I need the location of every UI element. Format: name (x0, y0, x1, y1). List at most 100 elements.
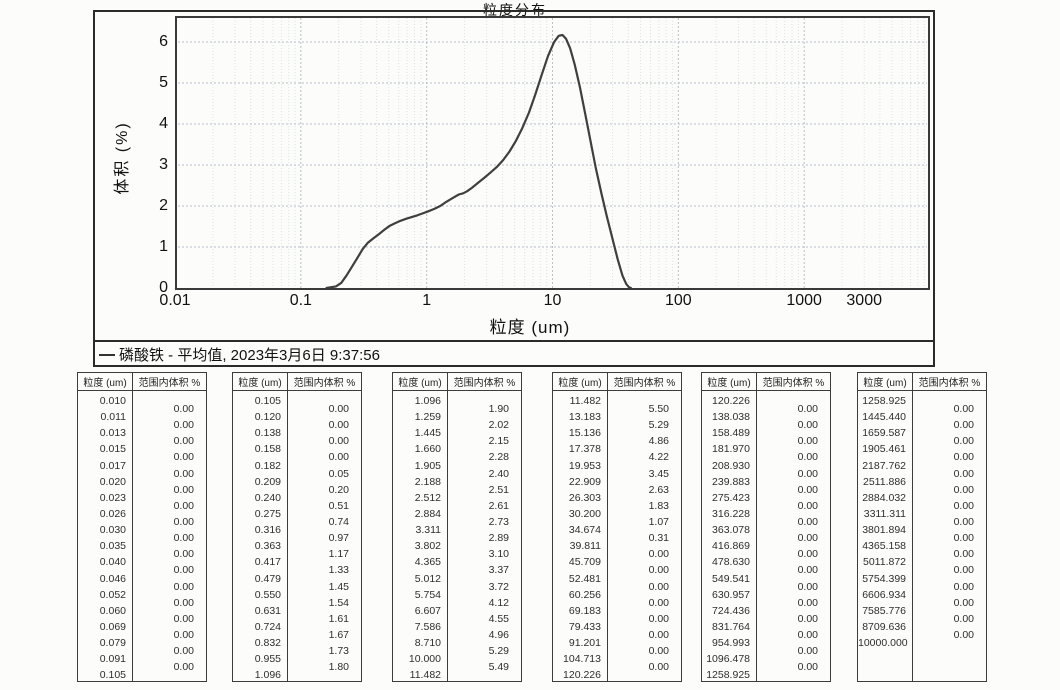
volume-value: 0.00 (797, 645, 818, 658)
volume-value: 0.00 (648, 564, 669, 577)
size-value: 3.311 (415, 524, 442, 537)
size-value: 0.240 (254, 491, 281, 504)
volume-column: 1.90 2.02 2.15 2.28 2.40 2.51 2.61 2.73 2.89 3.10… (448, 391, 521, 681)
size-value: 15.136 (568, 427, 601, 440)
volume-value: 1.83 (648, 499, 669, 512)
volume-value: 0.00 (953, 419, 974, 432)
volume-value: 0.00 (173, 612, 194, 625)
size-value: 181.970 (712, 443, 750, 456)
size-value: 239.883 (712, 475, 750, 488)
table-header-row: 粒度 (um) 范围内体积 % (858, 373, 986, 391)
volume-value: 2.15 (488, 435, 509, 448)
size-value: 10.000 (408, 653, 441, 666)
volume-value: 0.00 (797, 564, 818, 577)
volume-column: 0.00 0.00 0.00 0.00 0.00 0.00 0.00 0.00 0.00 0.00… (757, 391, 830, 681)
size-value: 2.884 (414, 507, 441, 520)
size-value: 5.754 (414, 588, 441, 601)
volume-value: 0.74 (328, 515, 349, 528)
size-value: 0.275 (254, 507, 281, 520)
volume-column: 0.00 0.00 0.00 0.00 0.00 0.00 0.00 0.00 0.00 0.00… (913, 391, 986, 681)
volume-value: 0.00 (648, 548, 669, 561)
volume-column: 5.50 5.29 4.86 4.22 3.45 2.63 1.83 1.07 0.31 0.00… (608, 391, 681, 681)
size-value: 0.363 (254, 540, 281, 553)
size-value: 6.607 (414, 604, 441, 617)
volume-value: 1.90 (488, 403, 509, 415)
table-body: 120.226 138.038 158.489 181.970 208.930 239.8… (702, 391, 830, 681)
size-value: 0.010 (99, 395, 126, 407)
column-header-size: 粒度 (um) (78, 373, 133, 390)
distribution-chart-svg (175, 16, 930, 290)
column-header-size: 粒度 (um) (233, 373, 288, 390)
size-value: 0.316 (254, 524, 281, 537)
size-value: 0.017 (99, 459, 126, 472)
size-value: 120.226 (712, 395, 750, 407)
volume-value: 1.07 (648, 515, 669, 528)
size-value: 0.060 (99, 604, 126, 617)
volume-value: 0.00 (173, 580, 194, 593)
volume-value: 0.00 (173, 483, 194, 496)
chart-plot-area (175, 16, 930, 290)
volume-value: 0.00 (648, 580, 669, 593)
size-table: 粒度 (um) 范围内体积 % 11.482 13.183 15.136 17.378 19… (552, 372, 682, 682)
table-header-row: 粒度 (um) 范围内体积 % (78, 373, 206, 391)
size-table: 粒度 (um) 范围内体积 % 1.096 1.259 1.445 1.660 1.905 2… (392, 372, 522, 682)
size-value: 1.445 (414, 427, 441, 440)
volume-value: 3.37 (488, 564, 509, 577)
size-value: 2187.762 (862, 459, 906, 472)
volume-value: 0.00 (173, 435, 194, 448)
size-value: 0.955 (254, 653, 281, 666)
volume-value: 0.00 (648, 612, 669, 625)
size-column: 0.010 0.011 0.013 0.015 0.017 0.020 0.023 0.026… (78, 391, 133, 681)
volume-value: 0.00 (648, 661, 669, 674)
volume-value: 2.73 (488, 515, 509, 528)
y-axis-title: 体积 (%) (114, 121, 131, 195)
volume-value: 0.00 (797, 661, 818, 674)
volume-value: 0.00 (797, 419, 818, 432)
x-tick-label: 3000 (846, 292, 882, 309)
volume-value: 0.00 (953, 403, 974, 415)
size-value: 26.303 (568, 491, 601, 504)
volume-value: 4.96 (488, 628, 509, 641)
size-value: 60.256 (568, 588, 601, 601)
volume-value: 0.00 (953, 580, 974, 593)
size-value: 1.096 (414, 395, 441, 407)
table-header-row: 粒度 (um) 范围内体积 % (702, 373, 830, 391)
size-value: 0.035 (99, 540, 126, 553)
size-value: 138.038 (712, 411, 750, 424)
volume-value: 0.20 (328, 483, 349, 496)
volume-value: 5.49 (488, 661, 509, 674)
legend-line-marker (99, 353, 115, 356)
volume-value: 3.72 (488, 580, 509, 593)
y-tick-label: 5 (159, 74, 168, 91)
size-value: 45.709 (568, 556, 601, 569)
size-value: 0.182 (254, 459, 281, 472)
volume-value: 0.97 (328, 532, 349, 545)
x-tick-label: 100 (664, 292, 692, 309)
size-table: 粒度 (um) 范围内体积 % 0.105 0.120 0.138 0.158 0.182 0… (232, 372, 362, 682)
volume-value: 5.29 (488, 645, 509, 658)
size-value: 0.052 (99, 588, 126, 601)
size-value: 0.020 (99, 475, 126, 488)
table-header-row: 粒度 (um) 范围内体积 % (393, 373, 521, 391)
table-body: 0.010 0.011 0.013 0.015 0.017 0.020 0.023 0.026… (78, 391, 206, 681)
volume-value: 0.51 (328, 499, 349, 512)
size-value: 363.078 (712, 524, 750, 537)
volume-value: 4.55 (488, 612, 509, 625)
size-value: 120.226 (563, 669, 601, 682)
size-value: 17.378 (568, 443, 601, 456)
volume-value: 5.50 (648, 403, 669, 415)
volume-value: 0.00 (648, 645, 669, 658)
volume-value: 0.00 (173, 467, 194, 480)
size-value: 0.091 (99, 653, 126, 666)
size-value: 10000.000 (858, 637, 908, 650)
volume-value: 1.67 (328, 628, 349, 641)
volume-value: 0.00 (173, 403, 194, 415)
size-value: 0.550 (254, 588, 281, 601)
size-value: 831.764 (712, 620, 750, 633)
volume-value: 0.00 (797, 451, 818, 464)
volume-value: 3.45 (648, 467, 669, 480)
size-value: 0.120 (254, 411, 281, 424)
size-value: 0.011 (100, 411, 127, 424)
size-value: 0.138 (254, 427, 281, 440)
table-body: 1258.925 1445.440 1659.587 1905.461 2187.762… (858, 391, 986, 681)
